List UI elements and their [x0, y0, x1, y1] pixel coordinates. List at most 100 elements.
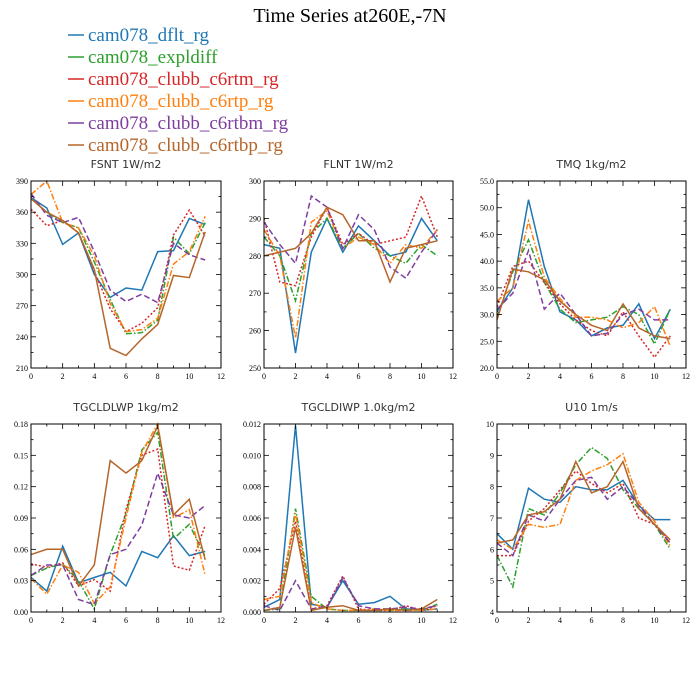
x-tick-label: 6 — [124, 372, 128, 381]
series-line — [263, 217, 438, 304]
y-tick-label: 0.00 — [14, 608, 28, 617]
series-line — [30, 470, 206, 606]
plot-frame — [496, 423, 687, 613]
chart-panel: TGCLDLWP 1kg/m2 0 2 4 6 8 10 12 0.00 0.03 0.06 0.09… — [14, 401, 225, 625]
series-line — [263, 520, 438, 612]
panel-title: TGCLDLWP 1kg/m2 — [72, 401, 178, 414]
x-tick-label: 2 — [527, 372, 531, 381]
y-tick-label: 45.0 — [480, 230, 494, 239]
y-tick-label: 50.0 — [480, 204, 494, 213]
x-tick-label: 4 — [325, 616, 329, 625]
x-tick-label: 8 — [621, 616, 625, 625]
y-tick-label: 10 — [486, 420, 494, 429]
x-tick-label: 2 — [294, 372, 298, 381]
series-line — [30, 421, 206, 605]
series-line — [496, 479, 671, 551]
x-tick-label: 2 — [527, 616, 531, 625]
y-tick-label: 330 — [16, 239, 28, 248]
y-tick-label: 40.0 — [480, 257, 494, 266]
x-tick-label: 12 — [449, 372, 457, 381]
series-line — [496, 268, 671, 340]
y-tick-label: 0.010 — [243, 451, 261, 460]
x-tick-label: 0 — [495, 616, 499, 625]
series-line — [30, 208, 206, 333]
y-tick-label: 0.12 — [14, 483, 28, 492]
panel-title: FSNT 1W/m2 — [91, 158, 162, 171]
chart-panel: FSNT 1W/m2 0 2 4 6 8 10 12 210 240 270 300 330 360 390 — [16, 158, 225, 381]
x-tick-label: 4 — [92, 372, 96, 381]
y-tick-label: 0.15 — [14, 451, 28, 460]
y-tick-label: 9 — [490, 451, 494, 460]
x-tick-label: 2 — [294, 616, 298, 625]
x-tick-label: 10 — [651, 616, 659, 625]
y-tick-label: 290 — [249, 214, 261, 223]
x-tick-label: 8 — [156, 616, 160, 625]
x-tick-label: 8 — [388, 372, 392, 381]
y-tick-label: 35.0 — [480, 284, 494, 293]
x-tick-label: 12 — [217, 616, 225, 625]
series-line — [263, 194, 438, 280]
panel-title: FLNT 1W/m2 — [323, 158, 393, 171]
y-tick-label: 7 — [490, 514, 494, 523]
x-tick-label: 10 — [185, 372, 193, 381]
x-tick-label: 6 — [357, 616, 361, 625]
y-tick-label: 270 — [16, 302, 28, 311]
legend: cam078_dflt_rgcam078_expldiffcam078_club… — [68, 25, 289, 156]
x-tick-label: 0 — [262, 616, 266, 625]
series-line — [263, 527, 438, 612]
x-tick-label: 12 — [449, 616, 457, 625]
y-tick-label: 0.006 — [243, 514, 261, 523]
panel-title: U10 1m/s — [565, 401, 618, 414]
panel-title: TMQ 1kg/m2 — [555, 158, 626, 171]
y-tick-label: 55.0 — [480, 177, 494, 186]
y-tick-label: 5 — [490, 577, 494, 586]
x-tick-label: 12 — [217, 372, 225, 381]
y-tick-label: 390 — [16, 177, 28, 186]
series-line — [30, 448, 206, 593]
plot-frame — [263, 180, 454, 369]
chart-panel: TMQ 1kg/m2 0 2 4 6 8 10 12 20.0 25.0 30.0 35.0 40.0 4… — [480, 158, 690, 381]
y-tick-label: 300 — [249, 177, 261, 186]
series-line — [263, 508, 438, 612]
x-tick-label: 8 — [621, 372, 625, 381]
x-tick-label: 10 — [185, 616, 193, 625]
x-tick-label: 4 — [325, 372, 329, 381]
x-tick-label: 6 — [357, 372, 361, 381]
y-tick-label: 0.09 — [14, 514, 28, 523]
series-line — [30, 423, 206, 588]
series-line — [30, 198, 206, 335]
series-line — [496, 248, 671, 337]
series-line — [496, 446, 671, 590]
x-tick-label: 0 — [29, 616, 33, 625]
x-tick-label: 6 — [124, 616, 128, 625]
series-line — [263, 193, 439, 287]
x-tick-label: 10 — [418, 372, 426, 381]
y-tick-label: 0.000 — [243, 608, 261, 617]
panel-title: TGCLDIWP 1.0kg/m2 — [300, 401, 415, 414]
series-line — [496, 459, 671, 544]
legend-entry: cam078_dflt_rg — [88, 25, 210, 46]
series-line — [263, 206, 438, 284]
series-line — [496, 452, 671, 551]
x-tick-label: 6 — [590, 616, 594, 625]
x-tick-label: 4 — [92, 616, 96, 625]
y-tick-label: 360 — [16, 208, 28, 217]
series-line — [496, 260, 671, 359]
x-tick-label: 8 — [156, 372, 160, 381]
x-tick-label: 12 — [682, 372, 690, 381]
x-tick-label: 0 — [262, 372, 266, 381]
x-tick-label: 10 — [418, 616, 426, 625]
y-tick-label: 30.0 — [480, 311, 494, 320]
series-line — [263, 209, 438, 339]
y-tick-label: 0.18 — [14, 420, 28, 429]
y-tick-label: 300 — [16, 271, 28, 280]
y-tick-label: 0.002 — [243, 577, 261, 586]
chart-panel: TGCLDIWP 1.0kg/m2 0 2 4 6 8 10 12 0.000 0.002 0.00… — [243, 401, 457, 625]
series-line — [30, 534, 206, 593]
legend-entry: cam078_clubb_c6rtm_rg — [88, 69, 279, 90]
y-tick-label: 270 — [249, 289, 261, 298]
y-tick-label: 260 — [249, 327, 261, 336]
plot-frame — [30, 423, 222, 613]
y-tick-label: 0.06 — [14, 545, 28, 554]
